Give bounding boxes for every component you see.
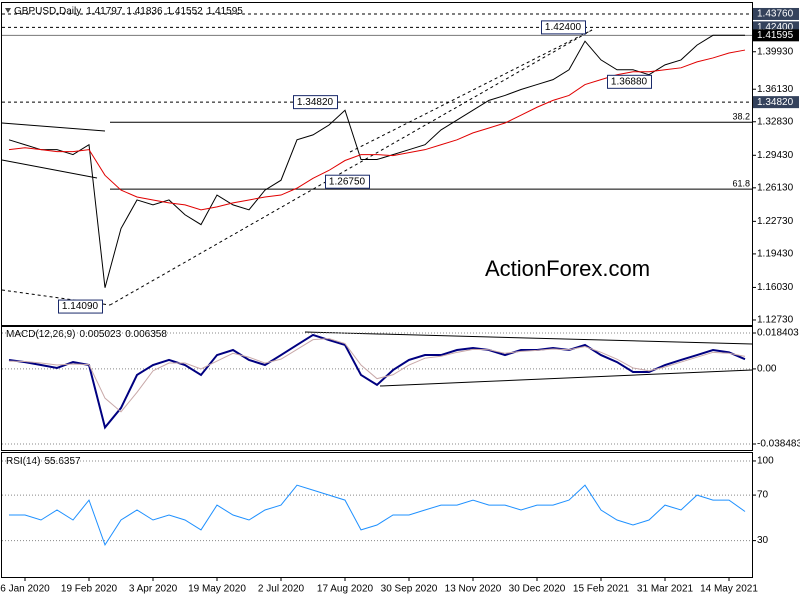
series-line	[8, 34, 745, 288]
last-price-label: 1.41595	[757, 30, 794, 41]
series-line	[8, 49, 746, 211]
annotation-label: 1.34820	[297, 97, 334, 108]
y-tick-label: 1.32830	[757, 116, 794, 127]
channel-base	[109, 29, 593, 306]
annotation-box	[58, 299, 103, 314]
x-tick-label: 15 Feb 2021	[573, 584, 630, 595]
title: MACD(12,26,9)	[6, 329, 75, 340]
x-tick-label: 14 May 2021	[700, 584, 758, 595]
x-tick-label: 17 Aug 2020	[317, 584, 374, 595]
high: 1.41836	[126, 6, 163, 17]
price-header: GBPUSD,Daily 1.41797 1.41836 1.41552 1.41595	[14, 6, 243, 17]
annotation-box	[293, 95, 338, 110]
macd-pane	[1, 326, 753, 451]
y-tick-label: 0.00	[757, 364, 777, 375]
x-tick-label: 31 Mar 2021	[637, 584, 694, 595]
annotation-label: 1.26750	[329, 176, 366, 187]
x-tick-label: 2 Jul 2020	[258, 584, 305, 595]
y-tick-label: 1.19430	[757, 249, 794, 260]
price-pane	[1, 2, 753, 326]
level-label: 1.34820	[757, 97, 794, 108]
y-tick-label: 1.36130	[757, 84, 794, 95]
x-tick-label: 30 Sep 2020	[381, 584, 438, 595]
macd-trend-lower	[379, 369, 753, 387]
y-tick-label: 1.26130	[757, 182, 794, 193]
macd-trend-upper	[304, 331, 753, 345]
close: 1.41595	[207, 6, 244, 17]
macd-header: MACD(12,26,9) 0.005023 0.006358	[6, 329, 167, 340]
series-line	[8, 333, 746, 430]
low: 1.41552	[167, 6, 204, 17]
x-tick-label: 6 Jan 2020	[0, 584, 50, 595]
annotation-box	[541, 20, 586, 35]
level-box	[753, 7, 799, 20]
reading: 0.005023	[79, 329, 121, 340]
series-line	[8, 338, 746, 413]
watermark: ActionForex.com	[485, 256, 650, 281]
frames	[1, 2, 753, 578]
trendlines	[1, 29, 753, 387]
y-tick-label: 1.39930	[757, 46, 794, 57]
y-tick-label: 30	[757, 535, 769, 546]
y-tick-label: 1.16030	[757, 282, 794, 293]
y-tick-label: 70	[757, 490, 769, 501]
wedge-upper	[1, 122, 106, 132]
x-tick-label: 19 May 2020	[188, 584, 246, 595]
annotation-box	[325, 174, 370, 189]
fib-label: 61.8	[732, 178, 750, 188]
open: 1.41797	[86, 6, 123, 17]
level-label: 1.43760	[757, 9, 794, 20]
y-tick-label: -0.038483	[757, 439, 800, 450]
title: GBPUSD,Daily	[14, 6, 81, 17]
x-tick-label: 13 Nov 2020	[445, 584, 502, 595]
y-tick-label: 1.22730	[757, 216, 794, 227]
level-box	[753, 96, 799, 109]
annotation-label: 1.14090	[62, 301, 99, 312]
fib-label: 38.2	[732, 112, 750, 122]
rsi-pane	[1, 452, 753, 578]
x-tick-label: 30 Dec 2020	[509, 584, 566, 595]
annotation-box	[607, 74, 652, 89]
y-tick-label: 1.12730	[757, 315, 794, 326]
header-icon	[5, 8, 11, 13]
last-price-box	[753, 29, 799, 42]
y-tick-label: 1.29430	[757, 150, 794, 161]
annotation-label: 1.36880	[611, 76, 648, 87]
y-tick-label: 0.018403	[757, 328, 799, 339]
wedge-lower	[1, 159, 98, 179]
x-tick-label: 3 Apr 2020	[129, 584, 178, 595]
y-tick-label: 100	[757, 456, 774, 467]
level-label: 1.42400	[757, 22, 794, 33]
x-tick-label: 19 Feb 2020	[61, 584, 118, 595]
annotation-label: 1.42400	[545, 22, 582, 33]
reading: 0.006358	[125, 329, 167, 340]
series-line	[9, 484, 746, 547]
